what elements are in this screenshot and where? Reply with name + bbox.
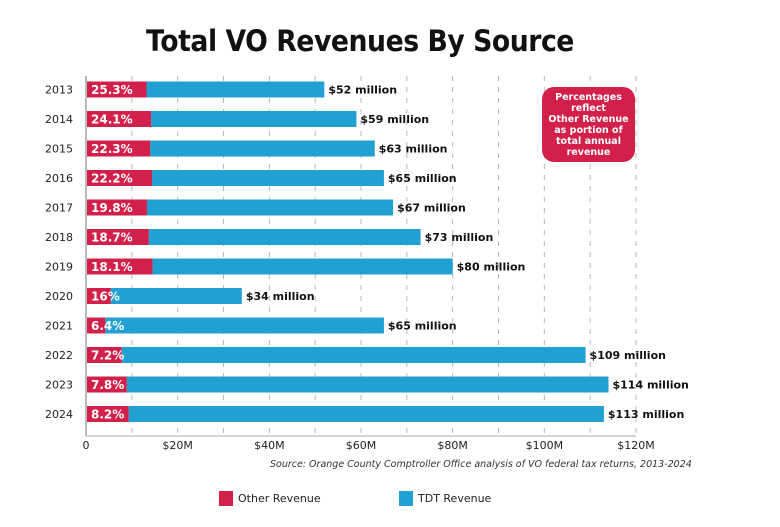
x-tick-label: $40M <box>254 439 285 452</box>
bar-other-revenue <box>87 376 127 393</box>
annotation-line: Other Revenue <box>548 113 629 125</box>
bar-other-revenue <box>87 81 147 98</box>
bar-other-revenue <box>87 140 151 157</box>
data-label-total: $63 million <box>379 143 448 156</box>
data-label-total: $65 million <box>388 172 457 185</box>
y-tick-label: 2024 <box>45 408 73 421</box>
legend-item-other-revenue: Other Revenue <box>219 491 321 506</box>
data-label-other-pct: 6.4% <box>91 319 124 333</box>
annotation-line: revenue <box>566 146 611 158</box>
bar-other-revenue <box>87 406 129 422</box>
x-tick-label: 0 <box>83 439 90 452</box>
data-label-total: $65 million <box>388 320 457 333</box>
bar-other-revenue <box>87 170 152 186</box>
x-tick-label: $20M <box>162 439 193 452</box>
bar-tdt-revenue <box>146 81 325 98</box>
y-tick-label: 2013 <box>45 84 73 97</box>
bar-other-revenue <box>87 199 147 216</box>
data-label-other-pct: 7.2% <box>91 349 124 363</box>
x-tick-label: $120M <box>617 439 655 452</box>
y-tick-label: 2018 <box>45 231 73 244</box>
y-tick-label: 2022 <box>45 349 73 362</box>
bar-other-revenue <box>87 258 153 275</box>
data-label-other-pct: 16% <box>91 290 120 304</box>
data-label-other-pct: 22.3% <box>91 142 133 156</box>
data-label-total: $73 million <box>425 231 494 244</box>
x-axis-labels: 0 $20M $40M $60M $80M $100M $120M <box>83 439 655 452</box>
x-tick-label: $80M <box>437 439 468 452</box>
annotation-box: Percentages reflect Other Revenue as portio… <box>542 87 635 162</box>
bar-other-revenue <box>87 347 122 363</box>
y-tick-label: 2017 <box>45 202 73 215</box>
bar-tdt-revenue <box>128 406 604 422</box>
gridlines <box>131 76 637 436</box>
y-tick-label: 2015 <box>45 143 73 156</box>
bar-tdt-revenue <box>151 111 357 127</box>
bar-other-revenue <box>87 317 106 334</box>
bar-tdt-revenue <box>146 199 394 216</box>
legend-swatch-other-revenue <box>219 491 233 506</box>
data-label-other-pct: 7.8% <box>91 378 124 392</box>
data-label-other-pct: 25.3% <box>91 83 133 97</box>
data-label-total: $67 million <box>397 202 466 215</box>
data-label-total: $109 million <box>590 349 666 362</box>
bar-tdt-revenue <box>126 376 609 393</box>
y-tick-label: 2021 <box>45 320 73 333</box>
data-label-total: $80 million <box>457 261 526 274</box>
bar-tdt-revenue <box>148 229 421 245</box>
y-tick-label: 2023 <box>45 379 73 392</box>
x-tick-label: $60M <box>346 439 377 452</box>
bar-tdt-revenue <box>152 170 384 186</box>
data-label-other-pct: 18.1% <box>91 260 133 274</box>
legend-label: TDT Revenue <box>418 492 492 505</box>
data-label-total: $52 million <box>328 84 397 97</box>
data-label-other-pct: 22.2% <box>91 172 133 186</box>
data-label-other-pct: 19.8% <box>91 201 133 215</box>
legend-label: Other Revenue <box>238 492 321 505</box>
bar-tdt-revenue <box>152 258 453 275</box>
y-tick-label: 2016 <box>45 172 73 185</box>
annotation-text: Percentages reflect Other Revenue as portio… <box>548 92 628 158</box>
data-label-other-pct: 24.1% <box>91 113 133 127</box>
source-note: Source: Orange County Comptroller Office… <box>270 459 692 470</box>
y-axis-labels: 2013 2014 2015 2016 2017 2018 2019 2020 2021 2022… <box>45 84 73 422</box>
data-label-total: $114 million <box>613 379 689 392</box>
data-label-other-pct: 18.7% <box>91 231 133 245</box>
bar-other-revenue <box>87 288 111 304</box>
legend-swatch-tdt-revenue <box>399 491 413 506</box>
legend-item-tdt-revenue: TDT Revenue <box>399 491 491 506</box>
annotation-line: reflect <box>571 102 606 114</box>
y-tick-label: 2020 <box>45 290 73 303</box>
data-label-other-pct: 8.2% <box>91 408 124 422</box>
data-label-total: $34 million <box>246 290 315 303</box>
bars: 25.3% $52 million 24.1% $59 million 22.3% $63… <box>87 81 689 422</box>
bar-tdt-revenue <box>110 288 242 304</box>
chart-title: Total VO Revenues By Source <box>146 24 574 58</box>
bar-tdt-revenue <box>105 317 384 334</box>
y-tick-label: 2014 <box>45 113 73 126</box>
bar-tdt-revenue <box>121 347 586 363</box>
bar-tdt-revenue <box>150 140 375 157</box>
annotation-line: total annual <box>556 135 621 147</box>
annotation-line: Percentages <box>555 91 622 103</box>
x-tick-label: $100M <box>526 439 564 452</box>
y-tick-label: 2019 <box>45 261 73 274</box>
bar-other-revenue <box>87 229 149 245</box>
annotation-line: as portion of <box>554 124 623 136</box>
data-label-total: $113 million <box>608 408 684 421</box>
data-label-total: $59 million <box>360 113 429 126</box>
bar-other-revenue <box>87 111 152 127</box>
